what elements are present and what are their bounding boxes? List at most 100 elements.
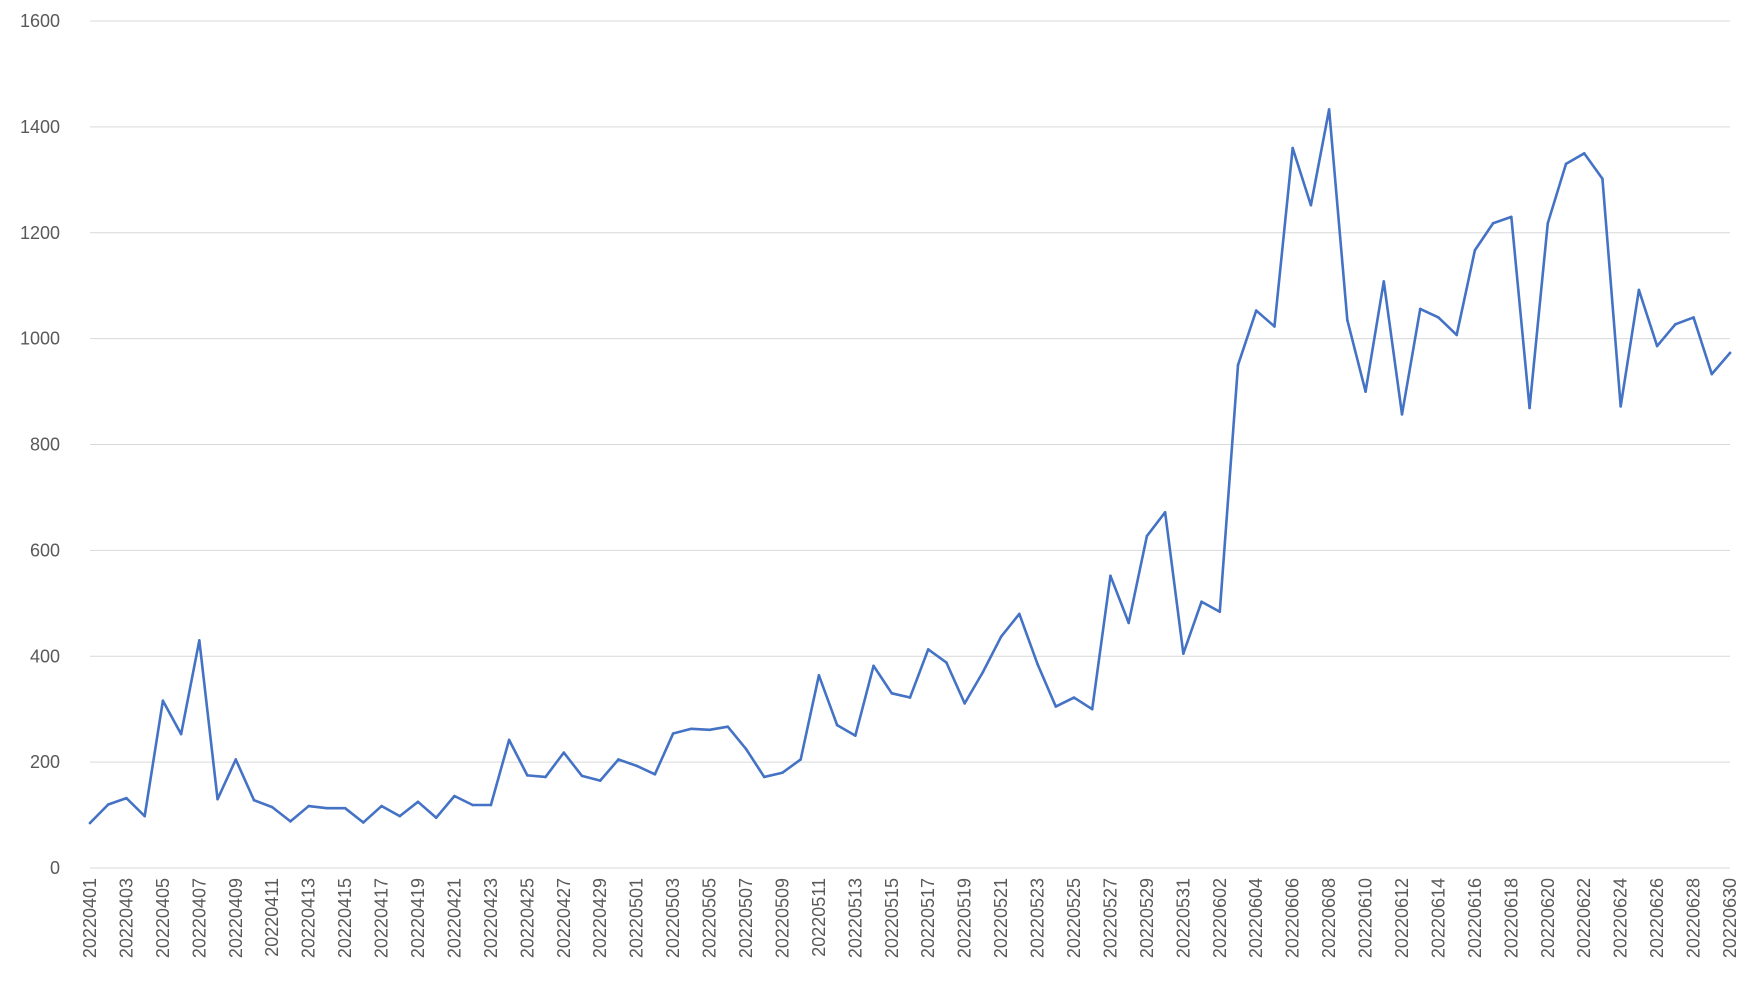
x-tick-label: 20220618 bbox=[1501, 878, 1521, 958]
data-point bbox=[617, 758, 620, 761]
x-tick-label: 20220511 bbox=[809, 878, 829, 957]
data-point bbox=[1674, 323, 1677, 326]
data-point bbox=[1582, 152, 1586, 155]
data-point bbox=[471, 803, 474, 807]
x-tick-label: 20220604 bbox=[1246, 878, 1266, 958]
data-point bbox=[1528, 406, 1531, 410]
data-point bbox=[1072, 696, 1076, 699]
data-point bbox=[434, 816, 438, 820]
data-point bbox=[88, 821, 92, 825]
data-point bbox=[598, 779, 602, 782]
data-point bbox=[671, 732, 675, 735]
x-tick-label: 20220608 bbox=[1319, 878, 1339, 958]
data-point bbox=[926, 648, 930, 651]
data-point bbox=[781, 771, 784, 775]
data-point bbox=[1601, 177, 1604, 181]
x-tick-label: 20220405 bbox=[153, 878, 173, 958]
data-point bbox=[362, 821, 365, 824]
x-tick-label: 20220521 bbox=[991, 878, 1011, 958]
x-tick-label: 20220407 bbox=[189, 878, 209, 958]
data-point bbox=[580, 774, 584, 778]
data-point bbox=[1109, 574, 1112, 578]
x-tick-label: 20220411 bbox=[262, 878, 282, 957]
y-tick-label: 200 bbox=[30, 752, 60, 772]
x-tick-label: 20220616 bbox=[1465, 878, 1485, 958]
data-point bbox=[1437, 316, 1440, 319]
data-point bbox=[252, 798, 256, 802]
x-tick-label: 20220527 bbox=[1100, 878, 1120, 958]
data-point bbox=[380, 804, 383, 808]
data-point bbox=[1127, 621, 1130, 625]
y-tick-label: 0 bbox=[50, 858, 60, 878]
x-tick-label: 20220507 bbox=[736, 878, 756, 958]
x-tick-label: 20220630 bbox=[1720, 878, 1740, 958]
data-point bbox=[872, 664, 875, 668]
x-tick-label: 20220409 bbox=[226, 878, 246, 958]
series-line bbox=[88, 108, 1732, 825]
data-point bbox=[690, 727, 693, 731]
data-point bbox=[307, 804, 310, 808]
x-tick-label: 20220517 bbox=[918, 878, 938, 958]
y-tick-label: 1200 bbox=[20, 223, 60, 243]
y-tick-label: 1400 bbox=[20, 117, 60, 137]
data-point bbox=[161, 699, 165, 703]
data-point bbox=[325, 806, 329, 810]
data-point bbox=[999, 635, 1003, 638]
data-point bbox=[1564, 162, 1568, 166]
data-point bbox=[854, 734, 857, 737]
data-point bbox=[1163, 510, 1167, 514]
x-tick-label: 20220501 bbox=[627, 878, 647, 958]
x-tick-label: 20220513 bbox=[845, 878, 865, 958]
data-point bbox=[1273, 325, 1276, 328]
data-point bbox=[1291, 146, 1294, 150]
data-point bbox=[1692, 316, 1695, 319]
data-point bbox=[945, 661, 948, 664]
data-point bbox=[416, 800, 420, 804]
y-tick-label: 600 bbox=[30, 540, 60, 560]
data-point bbox=[1728, 351, 1732, 355]
x-tick-label: 20220612 bbox=[1392, 878, 1412, 958]
data-point bbox=[1400, 413, 1404, 416]
x-tick-label: 20220531 bbox=[1173, 878, 1193, 958]
data-point bbox=[1346, 318, 1349, 322]
data-point bbox=[507, 738, 511, 742]
x-tick-label: 20220525 bbox=[1064, 878, 1084, 958]
data-point bbox=[1546, 221, 1550, 225]
data-point bbox=[653, 773, 657, 776]
data-point bbox=[1710, 372, 1714, 376]
data-point bbox=[198, 639, 201, 642]
y-tick-label: 400 bbox=[30, 646, 60, 666]
x-tick-label: 20220417 bbox=[372, 878, 392, 958]
data-point bbox=[744, 747, 748, 751]
y-tick-label: 1000 bbox=[20, 329, 60, 349]
x-tick-label: 20220425 bbox=[517, 878, 537, 958]
data-point bbox=[1145, 534, 1149, 538]
gridlines bbox=[90, 20, 1730, 869]
x-tick-label: 20220421 bbox=[444, 878, 464, 958]
data-point bbox=[544, 775, 547, 779]
data-point bbox=[1218, 610, 1222, 614]
data-point bbox=[270, 805, 274, 809]
data-point bbox=[762, 775, 766, 779]
data-point bbox=[289, 820, 292, 823]
data-point bbox=[708, 728, 711, 732]
data-point bbox=[562, 751, 566, 754]
data-point bbox=[1473, 248, 1477, 252]
data-point bbox=[216, 797, 219, 801]
data-point bbox=[1418, 307, 1422, 311]
data-point bbox=[106, 803, 110, 806]
data-point bbox=[1364, 390, 1367, 393]
data-point bbox=[1309, 203, 1313, 207]
data-point bbox=[635, 764, 638, 768]
data-point bbox=[343, 806, 347, 810]
x-tick-label: 20220626 bbox=[1647, 878, 1667, 958]
data-point bbox=[526, 774, 529, 777]
data-point bbox=[726, 725, 730, 728]
x-tick-label: 20220602 bbox=[1210, 878, 1230, 958]
data-point bbox=[1510, 215, 1513, 219]
data-point bbox=[1254, 309, 1258, 312]
data-point bbox=[963, 702, 966, 705]
x-tick-label: 20220401 bbox=[80, 878, 100, 958]
x-tick-label: 20220523 bbox=[1028, 878, 1048, 958]
